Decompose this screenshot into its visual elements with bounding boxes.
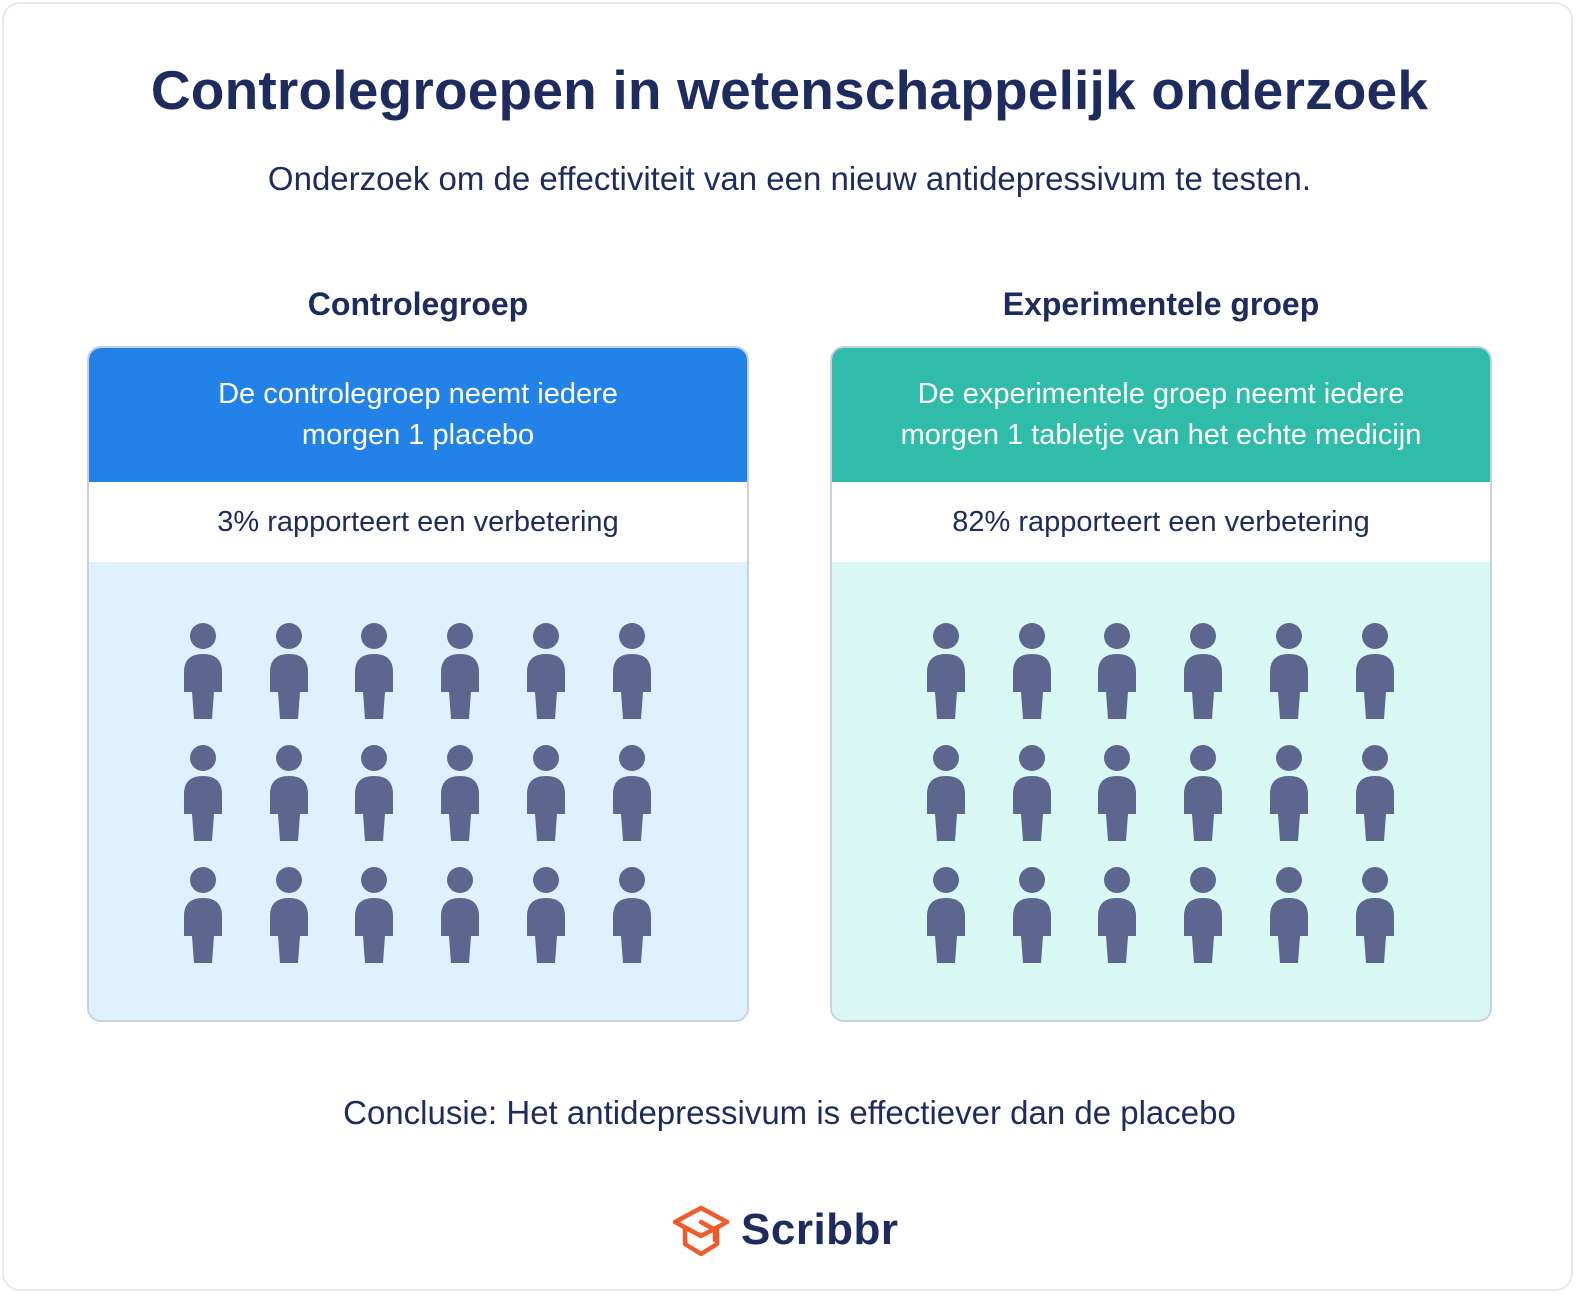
person-icon <box>526 866 566 966</box>
control-group-description: De controlegroep neemt iedere morgen 1 p… <box>89 348 747 482</box>
page-subtitle: Onderzoek om de effectiviteit van een ni… <box>267 160 1312 197</box>
person-icon <box>1183 866 1223 966</box>
experimental-group-description: De experimentele groep neemt iedere morg… <box>832 348 1490 482</box>
person-icon <box>354 744 394 844</box>
person-icon <box>526 622 566 722</box>
person-icon <box>440 622 480 722</box>
brand-name: Scribbr <box>741 1205 899 1254</box>
person-icon <box>1012 866 1052 966</box>
person-icon <box>440 744 480 844</box>
experimental-group-result: 82% rapporteert een verbetering <box>832 482 1490 562</box>
person-icon <box>1355 622 1395 722</box>
person-icon <box>183 866 223 966</box>
experimental-group-panel: De experimentele groep neemt iedere morg… <box>830 346 1492 1022</box>
person-icon <box>1012 622 1052 722</box>
control-group-result: 3% rapporteert een verbetering <box>89 482 747 562</box>
experimental-group-people <box>832 562 1490 1020</box>
person-icon <box>926 866 966 966</box>
person-icon <box>1097 744 1137 844</box>
person-icon <box>183 622 223 722</box>
person-icon <box>1355 866 1395 966</box>
experimental-description-line-2: morgen 1 tabletje van het echte medicijn <box>900 419 1422 451</box>
control-description-line-1: De controlegroep neemt iedere <box>218 378 618 410</box>
person-icon <box>354 866 394 966</box>
person-icon <box>269 622 309 722</box>
person-icon <box>1012 744 1052 844</box>
person-icon <box>526 744 566 844</box>
person-icon <box>354 622 394 722</box>
experimental-description-line-1: De experimentele groep neemt iedere <box>917 378 1405 410</box>
person-icon <box>183 744 223 844</box>
person-icon <box>926 744 966 844</box>
person-icon <box>440 866 480 966</box>
control-group-panel: De controlegroep neemt iedere morgen 1 p… <box>87 346 749 1022</box>
control-group-heading: Controlegroep <box>307 286 529 322</box>
people-grid <box>183 622 657 967</box>
graduation-cap-icon <box>672 1205 730 1257</box>
person-icon <box>612 744 652 844</box>
person-icon <box>269 866 309 966</box>
page-title: Controlegroepen in wetenschappelijk onde… <box>150 59 1429 121</box>
person-icon <box>1269 622 1309 722</box>
person-icon <box>1183 744 1223 844</box>
control-description-line-2: morgen 1 placebo <box>301 419 535 451</box>
person-icon <box>612 622 652 722</box>
experimental-group-heading: Experimentele groep <box>1002 286 1320 322</box>
person-icon <box>1269 866 1309 966</box>
person-icon <box>612 866 652 966</box>
person-icon <box>926 622 966 722</box>
scribbr-logo: Scribbr <box>671 1200 899 1260</box>
conclusion-text: Conclusie: Het antidepressivum is effect… <box>343 1094 1236 1131</box>
person-icon <box>1269 744 1309 844</box>
person-icon <box>269 744 309 844</box>
person-icon <box>1183 622 1223 722</box>
control-group-people <box>89 562 747 1020</box>
person-icon <box>1097 866 1137 966</box>
people-grid <box>926 622 1400 967</box>
person-icon <box>1097 622 1137 722</box>
person-icon <box>1355 744 1395 844</box>
